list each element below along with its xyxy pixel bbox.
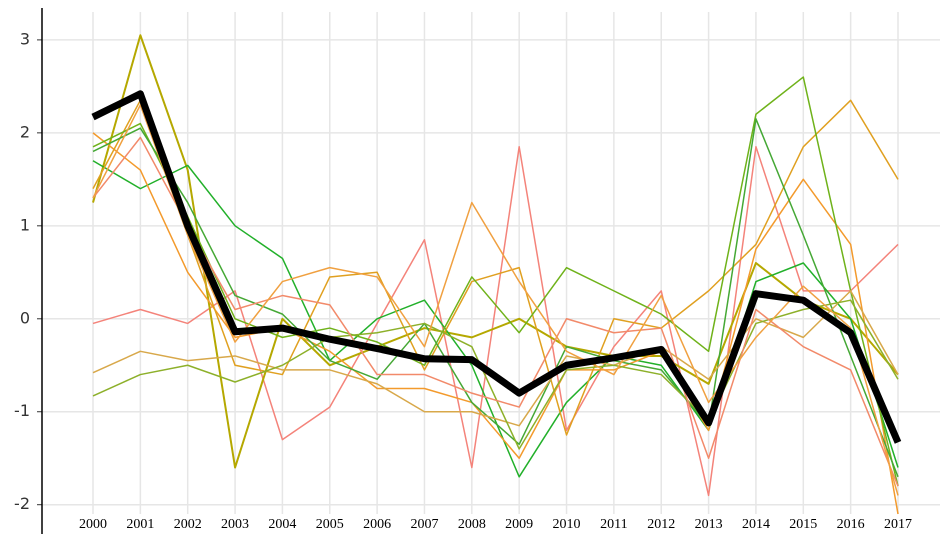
series-line xyxy=(92,136,899,487)
series-line xyxy=(92,104,899,496)
x-tick-label: 2006 xyxy=(363,517,391,532)
x-tick-label: 2013 xyxy=(695,517,723,532)
x-tick-label: 2014 xyxy=(742,517,770,532)
y-tick-label: -1 xyxy=(14,401,30,420)
x-tick-label: 2002 xyxy=(174,517,202,532)
x-tick-label: 2009 xyxy=(505,517,533,532)
x-tick-label: 2015 xyxy=(789,517,817,532)
x-tick-label: 2007 xyxy=(410,517,438,532)
x-tick-label: 2016 xyxy=(837,517,865,532)
series-line xyxy=(92,34,899,469)
series-line xyxy=(92,99,899,436)
x-tick-label: 2010 xyxy=(553,517,581,532)
x-tick-label: 2005 xyxy=(316,517,344,532)
y-tick-label: -2 xyxy=(14,494,30,513)
x-tick-label: 2001 xyxy=(126,517,154,532)
y-tick-label: 2 xyxy=(20,122,30,141)
x-tick-label: 2000 xyxy=(79,517,107,532)
series-line xyxy=(91,90,902,444)
y-tick-label: 0 xyxy=(20,308,30,327)
x-tick-label: 2004 xyxy=(268,517,296,532)
series-line xyxy=(92,160,899,478)
y-tick-label: 3 xyxy=(20,29,30,48)
x-tick-label: 2017 xyxy=(884,517,912,532)
x-tick-label: 2011 xyxy=(600,517,627,532)
x-tick-label: 2012 xyxy=(647,517,675,532)
series-line xyxy=(92,299,899,450)
x-tick-label: 2008 xyxy=(458,517,486,532)
series-line xyxy=(92,118,899,478)
series-line xyxy=(92,76,899,487)
series-line xyxy=(92,132,899,515)
x-tick-label: 2003 xyxy=(221,517,249,532)
y-tick-label: 1 xyxy=(20,215,30,234)
